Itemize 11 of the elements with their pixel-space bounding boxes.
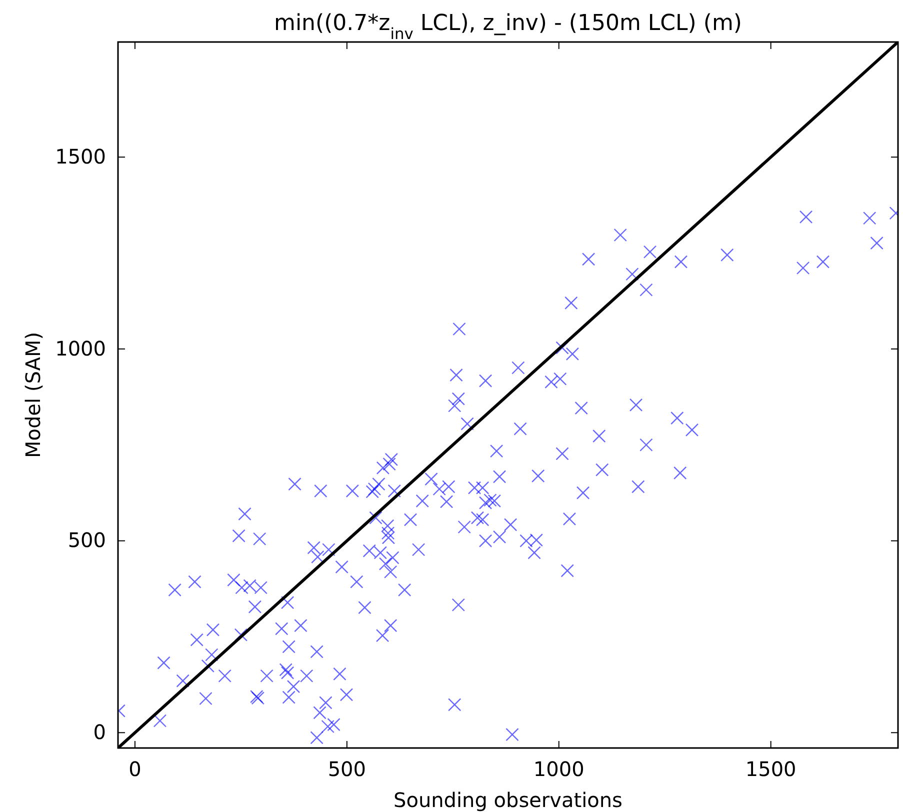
y-tick-label: 0 (93, 720, 106, 744)
x-tick-label: 1000 (533, 757, 584, 782)
y-axis-title: Model (SAM) (21, 332, 45, 458)
x-tick-label: 500 (328, 757, 366, 782)
x-tick-label: 1500 (745, 757, 796, 782)
y-tick-label: 1500 (55, 144, 106, 169)
x-axis-title: Sounding observations (394, 788, 622, 812)
y-tick-label: 500 (68, 528, 106, 552)
chart-title: min((0.7*z$_{inv}$ LCL), z_inv) - (150m LCL) (m) (274, 11, 742, 43)
y-tick-label: 1000 (55, 336, 106, 360)
x-tick-label: 0 (128, 757, 142, 782)
